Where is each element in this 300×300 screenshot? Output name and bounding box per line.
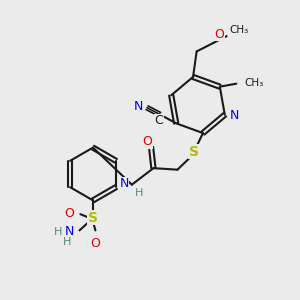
Text: C: C [155, 114, 164, 128]
Text: S: S [88, 211, 98, 225]
Text: H: H [135, 188, 143, 198]
Text: CH₃: CH₃ [245, 78, 264, 88]
Text: H: H [63, 237, 72, 247]
Text: O: O [91, 237, 100, 250]
Text: S: S [189, 145, 199, 159]
Text: N: N [119, 177, 129, 190]
Text: O: O [64, 207, 74, 220]
Text: N: N [230, 109, 240, 122]
Text: O: O [214, 28, 224, 40]
Text: H: H [54, 227, 63, 237]
Text: N: N [65, 225, 74, 239]
Text: O: O [142, 135, 152, 148]
Text: CH₃: CH₃ [230, 25, 249, 34]
Text: N: N [134, 100, 143, 113]
